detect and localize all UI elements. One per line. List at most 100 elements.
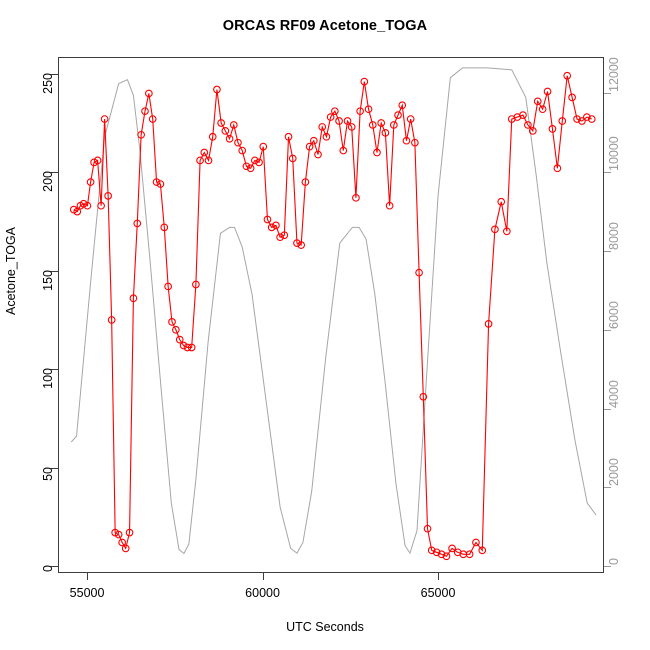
- data-point: [242, 162, 251, 171]
- data-point: [385, 201, 394, 210]
- data-point: [343, 117, 352, 125]
- data-point: [133, 219, 142, 228]
- data-point: [141, 107, 149, 116]
- acetone-trace: [73, 75, 592, 557]
- data-point: [225, 134, 234, 143]
- y2-axis-tick-mark: [604, 487, 611, 489]
- x-axis-tick-mark: [87, 573, 89, 580]
- data-point: [533, 97, 542, 106]
- series-altitude-line: [70, 67, 597, 555]
- data-point: [204, 156, 213, 165]
- data-point: [415, 268, 423, 277]
- data-point: [411, 138, 419, 147]
- data-point: [524, 121, 532, 129]
- y-axis-tick-mark: [51, 270, 58, 272]
- data-point: [377, 119, 386, 127]
- y2-axis-tick-mark: [604, 250, 611, 252]
- data-point: [148, 115, 157, 123]
- data-point: [305, 142, 314, 151]
- data-point: [114, 530, 123, 539]
- data-point: [288, 154, 297, 163]
- data-point: [121, 544, 130, 553]
- data-point: [364, 105, 373, 114]
- plot-area: [58, 57, 604, 573]
- y-axis-tick-label: 200: [41, 171, 55, 193]
- data-point: [335, 117, 343, 125]
- data-point: [100, 115, 109, 123]
- data-point: [152, 178, 161, 186]
- data-point: [187, 343, 196, 352]
- data-point: [293, 239, 301, 247]
- y-axis-tick-mark: [51, 172, 58, 174]
- data-point: [548, 125, 557, 133]
- data-point: [125, 528, 134, 537]
- data-point: [83, 201, 92, 210]
- y2-axis-tick-mark: [604, 329, 611, 331]
- data-point: [255, 158, 263, 167]
- data-point: [250, 156, 259, 165]
- data-point: [314, 150, 322, 159]
- data-point: [373, 148, 381, 157]
- y2-axis-tick-label: 12000: [607, 57, 621, 93]
- data-point: [208, 132, 217, 141]
- data-point: [419, 392, 428, 401]
- data-point: [360, 77, 369, 86]
- x-axis-label: UTC Seconds: [286, 620, 364, 634]
- y2-axis-tick-label: 4000: [607, 379, 621, 408]
- data-point: [553, 164, 562, 173]
- data-point: [472, 538, 480, 547]
- data-point: [368, 121, 377, 129]
- data-point: [272, 221, 280, 230]
- data-point: [276, 233, 284, 242]
- y-axis-tick-label: 150: [41, 269, 55, 291]
- data-point: [284, 132, 293, 141]
- y2-axis-tick-mark: [604, 93, 611, 95]
- data-point: [79, 199, 88, 208]
- data-point: [465, 550, 474, 559]
- y-axis-tick-mark: [51, 467, 58, 469]
- data-point: [73, 207, 82, 216]
- data-point: [172, 325, 180, 334]
- data-point: [563, 71, 572, 80]
- x-axis-tick-label: 60000: [245, 586, 280, 600]
- y-axis-tick-label: 50: [41, 466, 55, 481]
- data-point: [339, 146, 348, 155]
- data-point: [352, 193, 360, 202]
- data-point: [263, 215, 272, 224]
- data-point: [156, 180, 165, 188]
- data-point: [427, 546, 436, 555]
- data-point: [179, 341, 188, 350]
- data-point: [322, 132, 331, 141]
- y2-axis-tick-mark: [604, 172, 611, 174]
- data-point: [129, 294, 138, 303]
- data-point: [356, 107, 364, 116]
- data-point: [326, 113, 335, 121]
- data-point: [137, 130, 145, 139]
- y2-axis-tick-label: 0: [607, 558, 621, 566]
- data-point: [238, 146, 247, 155]
- y2-axis-tick-label: 6000: [607, 300, 621, 329]
- data-point: [389, 121, 398, 129]
- data-point: [192, 280, 200, 289]
- y-axis-tick-label: 0: [41, 565, 55, 573]
- x-axis-tick-label: 65000: [420, 586, 456, 600]
- y-axis-tick-label: 100: [41, 368, 55, 390]
- data-point: [394, 111, 402, 119]
- data-point: [502, 227, 511, 236]
- data-point: [86, 178, 95, 186]
- data-point: [331, 107, 339, 116]
- data-point: [118, 538, 127, 547]
- series-acetone-line: [73, 75, 592, 557]
- data-point: [432, 548, 441, 557]
- data-point: [347, 123, 356, 131]
- data-point: [573, 115, 581, 123]
- x-axis-tick-label: 55000: [69, 586, 105, 600]
- data-point: [578, 117, 586, 125]
- data-point: [280, 231, 289, 240]
- data-point: [587, 115, 596, 123]
- data-point: [528, 127, 537, 135]
- data-point: [175, 335, 184, 344]
- page-title: ORCAS RF09 Acetone_TOGA: [222, 18, 428, 34]
- y-axis-tick-mark: [51, 566, 58, 568]
